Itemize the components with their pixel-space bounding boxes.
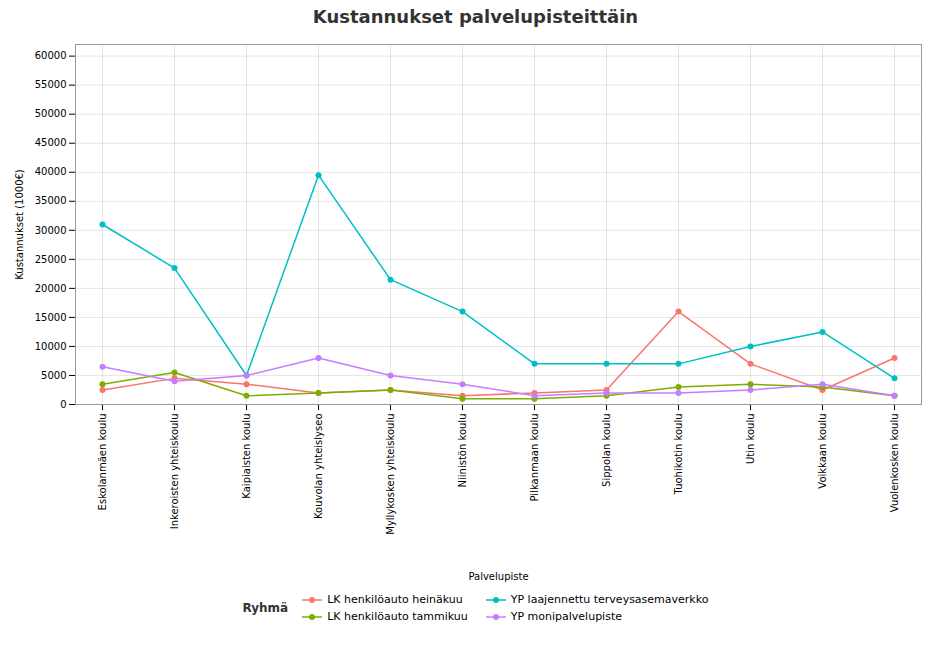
svg-text:Kustannukset (1000€): Kustannukset (1000€): [14, 169, 25, 280]
svg-text:Kaipiaisten koulu: Kaipiaisten koulu: [241, 414, 252, 499]
svg-text:45000: 45000: [35, 137, 67, 148]
svg-text:Myllykosken yhteiskoulu: Myllykosken yhteiskoulu: [385, 414, 396, 535]
svg-text:5000: 5000: [41, 370, 66, 381]
svg-text:Vuolenkosken koulu: Vuolenkosken koulu: [889, 414, 900, 513]
svg-text:10000: 10000: [35, 341, 67, 352]
svg-text:50000: 50000: [35, 108, 67, 119]
svg-text:Voikkaan koulu: Voikkaan koulu: [817, 414, 828, 489]
html-text:YP monipalvelupiste: YP monipalvelupiste: [510, 610, 622, 623]
svg-text:0: 0: [60, 399, 66, 410]
svg-text:35000: 35000: [35, 195, 67, 206]
svg-text:Sippolan koulu: Sippolan koulu: [601, 414, 612, 487]
svg-text:Pilkanmaan koulu: Pilkanmaan koulu: [529, 414, 540, 502]
html-text:Ryhmä: Ryhmä: [242, 601, 289, 615]
svg-text:20000: 20000: [35, 283, 67, 294]
svg-text:15000: 15000: [35, 312, 67, 323]
svg-text:Kouvolan yhteislyseo: Kouvolan yhteislyseo: [313, 414, 324, 519]
svg-text:40000: 40000: [35, 166, 67, 177]
svg-text:25000: 25000: [35, 254, 67, 265]
svg-text:55000: 55000: [35, 79, 67, 90]
svg-text:Palvelupiste: Palvelupiste: [468, 571, 528, 582]
svg-text:Tuohikotin koulu: Tuohikotin koulu: [673, 414, 684, 496]
html-text:LK henkilöauto heinäkuu: LK henkilöauto heinäkuu: [327, 593, 463, 606]
svg-text:60000: 60000: [35, 50, 67, 61]
html-text:LK henkilöauto tammikuu: LK henkilöauto tammikuu: [327, 610, 468, 623]
svg-text:Inkeroisten yhteiskoulu: Inkeroisten yhteiskoulu: [169, 414, 180, 530]
html-text:Kustannukset palvelupisteittäi: Kustannukset palvelupisteittäin: [312, 6, 639, 27]
html-text:YP laajennettu terveysasemaver: YP laajennettu terveysasemaverkko: [510, 593, 709, 606]
svg-text:Utin koulu: Utin koulu: [745, 414, 756, 465]
svg-text:Niinistön koulu: Niinistön koulu: [457, 414, 468, 488]
svg-text:Eskolanmäen koulu: Eskolanmäen koulu: [97, 414, 108, 511]
svg-text:30000: 30000: [35, 225, 67, 236]
